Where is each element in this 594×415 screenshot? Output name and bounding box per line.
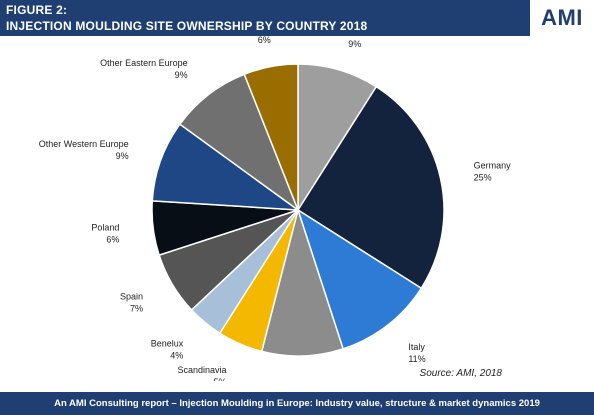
pie-label-non-european: Non-European6% (235, 36, 294, 45)
figure-title: INJECTION MOULDING SITE OWNERSHIP BY COU… (6, 19, 368, 33)
pie-slice-france (297, 63, 378, 213)
pie-label-germany: Germany 25% (474, 161, 512, 183)
pie-label-spain: Spain 7% (120, 292, 143, 314)
pie-slices (151, 63, 445, 357)
pie-slice-uk (260, 207, 345, 357)
report-footer: An AMI Consulting report – Injection Mou… (0, 392, 594, 415)
source-note: Source: AMI, 2018 (419, 368, 502, 379)
pie-label-france: France9% (348, 36, 376, 49)
ami-logo: AMI (530, 0, 594, 36)
pie-label-poland: Poland 6% (91, 223, 119, 245)
pie-slice-italy (296, 208, 423, 350)
pie-label-scandinavia: Scandinavia5% (177, 365, 226, 381)
pie-slice-other-eastern-europe (178, 73, 300, 213)
pie-label-other-western-europe: Other Western Europe 9% (39, 139, 129, 161)
pie-label-other-eastern-europe: Other Eastern Europe 9% (100, 58, 188, 80)
pie-label-italy: Italy 11% (408, 342, 425, 364)
pie-label-benelux: Benelux 4% (151, 339, 184, 361)
pie-slice-non-european (243, 63, 299, 211)
pie-label-uk: UK9% (297, 380, 310, 381)
pie-slice-other-western-europe (151, 123, 301, 211)
pie-slice-germany (296, 85, 445, 290)
figure-label: FIGURE 2: (6, 3, 68, 17)
figure-header: FIGURE 2: INJECTION MOULDING SITE OWNERS… (0, 0, 594, 36)
